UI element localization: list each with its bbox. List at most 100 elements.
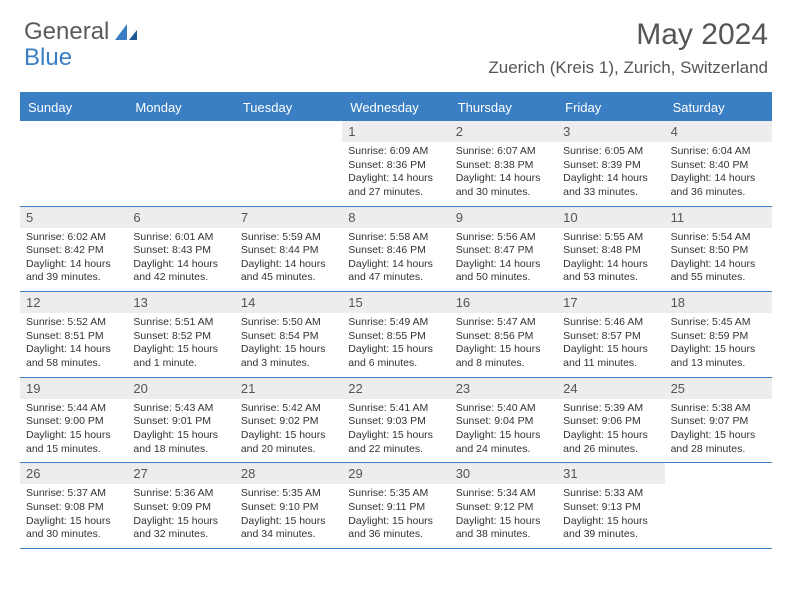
- sunrise-text: Sunrise: 5:56 AM: [456, 231, 551, 245]
- day-number: 25: [665, 378, 772, 399]
- day-info: Sunrise: 6:02 AMSunset: 8:42 PMDaylight:…: [20, 231, 127, 286]
- daylight-text: Daylight: 15 hours and 36 minutes.: [348, 515, 443, 542]
- day-info: Sunrise: 5:52 AMSunset: 8:51 PMDaylight:…: [20, 316, 127, 371]
- day-info: Sunrise: 5:33 AMSunset: 9:13 PMDaylight:…: [557, 487, 664, 542]
- weekday-label: Tuesday: [235, 94, 342, 121]
- day-number: 3: [557, 121, 664, 142]
- daylight-text: Daylight: 14 hours and 30 minutes.: [456, 172, 551, 199]
- daylight-text: Daylight: 15 hours and 15 minutes.: [26, 429, 121, 456]
- day-info: Sunrise: 5:41 AMSunset: 9:03 PMDaylight:…: [342, 402, 449, 457]
- daylight-text: Daylight: 14 hours and 55 minutes.: [671, 258, 766, 285]
- month-title: May 2024: [488, 18, 768, 52]
- day-number: 7: [235, 207, 342, 228]
- sunrise-text: Sunrise: 6:09 AM: [348, 145, 443, 159]
- sunrise-text: Sunrise: 5:36 AM: [133, 487, 228, 501]
- daylight-text: Daylight: 14 hours and 53 minutes.: [563, 258, 658, 285]
- sunrise-text: Sunrise: 5:50 AM: [241, 316, 336, 330]
- day-info: Sunrise: 5:54 AMSunset: 8:50 PMDaylight:…: [665, 231, 772, 286]
- weekday-header-row: Sunday Monday Tuesday Wednesday Thursday…: [20, 94, 772, 121]
- day-number: 16: [450, 292, 557, 313]
- brand-word-1: General: [24, 18, 109, 46]
- sunset-text: Sunset: 8:43 PM: [133, 244, 228, 258]
- day-info: Sunrise: 5:37 AMSunset: 9:08 PMDaylight:…: [20, 487, 127, 542]
- weekday-label: Wednesday: [342, 94, 449, 121]
- sunset-text: Sunset: 9:11 PM: [348, 501, 443, 515]
- sunrise-text: Sunrise: 5:38 AM: [671, 402, 766, 416]
- sunrise-text: Sunrise: 5:35 AM: [241, 487, 336, 501]
- day-number: 19: [20, 378, 127, 399]
- weekday-label: Sunday: [20, 94, 127, 121]
- sunset-text: Sunset: 9:08 PM: [26, 501, 121, 515]
- day-cell: 24 Sunrise: 5:39 AMSunset: 9:06 PMDayligh…: [557, 378, 664, 463]
- sunrise-text: Sunrise: 5:47 AM: [456, 316, 551, 330]
- day-info: Sunrise: 5:50 AMSunset: 8:54 PMDaylight:…: [235, 316, 342, 371]
- day-number: 26: [20, 463, 127, 484]
- day-number: 1: [342, 121, 449, 142]
- day-cell: 15Sunrise: 5:49 AMSunset: 8:55 PMDayligh…: [342, 292, 449, 377]
- day-number: 15: [342, 292, 449, 313]
- day-number: 17: [557, 292, 664, 313]
- day-info: Sunrise: 5:44 AMSunset: 9:00 PMDaylight:…: [20, 402, 127, 457]
- sunset-text: Sunset: 9:03 PM: [348, 415, 443, 429]
- week-row: 12Sunrise: 5:52 AMSunset: 8:51 PMDayligh…: [20, 292, 772, 378]
- day-number: 18: [665, 292, 772, 313]
- sunset-text: Sunset: 8:46 PM: [348, 244, 443, 258]
- sunrise-text: Sunrise: 6:07 AM: [456, 145, 551, 159]
- sunset-text: Sunset: 8:42 PM: [26, 244, 121, 258]
- day-cell: 31Sunrise: 5:33 AMSunset: 9:13 PMDayligh…: [557, 463, 664, 548]
- day-number: 9: [450, 207, 557, 228]
- daylight-text: Daylight: 15 hours and 34 minutes.: [241, 515, 336, 542]
- sunset-text: Sunset: 8:40 PM: [671, 159, 766, 173]
- calendar: Sunday Monday Tuesday Wednesday Thursday…: [20, 92, 772, 549]
- sunset-text: Sunset: 9:06 PM: [563, 415, 658, 429]
- sunset-text: Sunset: 9:04 PM: [456, 415, 551, 429]
- sunrise-text: Sunrise: 6:01 AM: [133, 231, 228, 245]
- week-row: 19 Sunrise: 5:44 AMSunset: 9:00 PMDayligh…: [20, 378, 772, 464]
- brand-logo: General: [24, 18, 139, 46]
- sunset-text: Sunset: 9:13 PM: [563, 501, 658, 515]
- sunrise-text: Sunrise: 5:55 AM: [563, 231, 658, 245]
- daylight-text: Daylight: 15 hours and 38 minutes.: [456, 515, 551, 542]
- day-number: 4: [665, 121, 772, 142]
- week-row: 5 Sunrise: 6:02 AMSunset: 8:42 PMDaylight…: [20, 207, 772, 293]
- day-info: Sunrise: 5:56 AMSunset: 8:47 PMDaylight:…: [450, 231, 557, 286]
- weekday-label: Friday: [557, 94, 664, 121]
- day-cell: 14Sunrise: 5:50 AMSunset: 8:54 PMDayligh…: [235, 292, 342, 377]
- day-cell: 4 Sunrise: 6:04 AMSunset: 8:40 PMDaylight…: [665, 121, 772, 206]
- daylight-text: Daylight: 14 hours and 47 minutes.: [348, 258, 443, 285]
- daylight-text: Daylight: 15 hours and 26 minutes.: [563, 429, 658, 456]
- sunset-text: Sunset: 8:51 PM: [26, 330, 121, 344]
- day-cell: 19 Sunrise: 5:44 AMSunset: 9:00 PMDayligh…: [20, 378, 127, 463]
- header: General May 2024 Zuerich (Kreis 1), Zuri…: [0, 0, 792, 86]
- day-cell: 5 Sunrise: 6:02 AMSunset: 8:42 PMDaylight…: [20, 207, 127, 292]
- sunrise-text: Sunrise: 6:05 AM: [563, 145, 658, 159]
- sunset-text: Sunset: 8:47 PM: [456, 244, 551, 258]
- day-number: 8: [342, 207, 449, 228]
- daylight-text: Daylight: 15 hours and 1 minute.: [133, 343, 228, 370]
- sunset-text: Sunset: 9:09 PM: [133, 501, 228, 515]
- weekday-label: Monday: [127, 94, 234, 121]
- sunset-text: Sunset: 9:07 PM: [671, 415, 766, 429]
- day-info: Sunrise: 5:58 AMSunset: 8:46 PMDaylight:…: [342, 231, 449, 286]
- daylight-text: Daylight: 15 hours and 8 minutes.: [456, 343, 551, 370]
- day-cell: 2Sunrise: 6:07 AMSunset: 8:38 PMDaylight…: [450, 121, 557, 206]
- sunrise-text: Sunrise: 5:46 AM: [563, 316, 658, 330]
- sunrise-text: Sunrise: 5:40 AM: [456, 402, 551, 416]
- sunrise-text: Sunrise: 5:37 AM: [26, 487, 121, 501]
- day-cell: 28Sunrise: 5:35 AMSunset: 9:10 PMDayligh…: [235, 463, 342, 548]
- sunset-text: Sunset: 8:54 PM: [241, 330, 336, 344]
- sunrise-text: Sunrise: 5:49 AM: [348, 316, 443, 330]
- daylight-text: Daylight: 14 hours and 36 minutes.: [671, 172, 766, 199]
- day-cell: [127, 121, 234, 206]
- brand-word-2: Blue: [24, 44, 72, 72]
- day-cell: 11Sunrise: 5:54 AMSunset: 8:50 PMDayligh…: [665, 207, 772, 292]
- sunset-text: Sunset: 8:56 PM: [456, 330, 551, 344]
- day-info: Sunrise: 5:55 AMSunset: 8:48 PMDaylight:…: [557, 231, 664, 286]
- sunrise-text: Sunrise: 5:39 AM: [563, 402, 658, 416]
- daylight-text: Daylight: 15 hours and 32 minutes.: [133, 515, 228, 542]
- day-number: 24: [557, 378, 664, 399]
- sunrise-text: Sunrise: 6:04 AM: [671, 145, 766, 159]
- day-cell: 20Sunrise: 5:43 AMSunset: 9:01 PMDayligh…: [127, 378, 234, 463]
- day-number: 5: [20, 207, 127, 228]
- day-info: Sunrise: 5:38 AMSunset: 9:07 PMDaylight:…: [665, 402, 772, 457]
